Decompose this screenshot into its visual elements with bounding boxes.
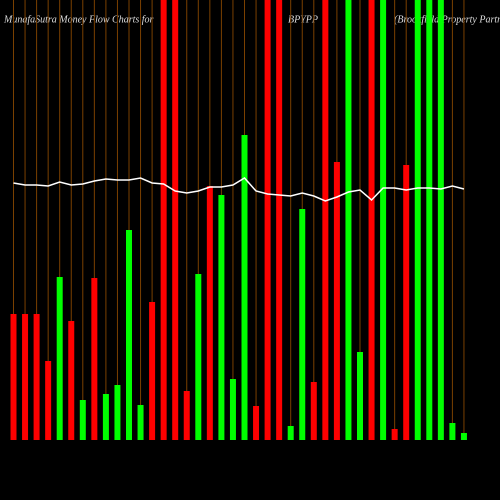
bar [357, 352, 363, 440]
bar [91, 278, 98, 440]
bar [10, 314, 17, 440]
bar [310, 382, 317, 440]
chart-subtitle: BPYPP [288, 14, 318, 25]
bar [322, 0, 329, 440]
bar [391, 429, 398, 440]
bar [437, 0, 444, 440]
bar [149, 302, 156, 440]
company-name: (Brookfield Property Partners L [394, 14, 500, 25]
bar [160, 0, 167, 440]
bar [241, 135, 248, 440]
bar [206, 186, 213, 440]
bar [276, 0, 283, 440]
bar [264, 0, 271, 440]
bar [137, 405, 144, 440]
bar [253, 406, 260, 440]
bar [102, 394, 109, 440]
chart-title: MunafaSutra Money Flow Charts for [3, 14, 154, 25]
bar [403, 165, 410, 440]
bar [414, 0, 421, 440]
bar [114, 385, 121, 440]
bar [68, 321, 75, 440]
bar [22, 314, 29, 440]
bar [368, 0, 375, 440]
bar [380, 0, 387, 440]
bar [56, 277, 63, 440]
bar [126, 230, 132, 440]
bar [287, 426, 294, 440]
bar [195, 274, 202, 440]
bar [183, 391, 190, 440]
bar [299, 209, 306, 440]
bar [345, 0, 352, 440]
bar [33, 314, 40, 440]
bar [426, 0, 433, 440]
bar [45, 361, 52, 440]
bar [172, 0, 179, 440]
bar [218, 195, 225, 440]
bar [79, 400, 86, 440]
money-flow-line [13, 177, 465, 202]
bar [229, 379, 236, 440]
bar [449, 423, 456, 440]
bar [460, 433, 467, 440]
bar [333, 162, 340, 440]
